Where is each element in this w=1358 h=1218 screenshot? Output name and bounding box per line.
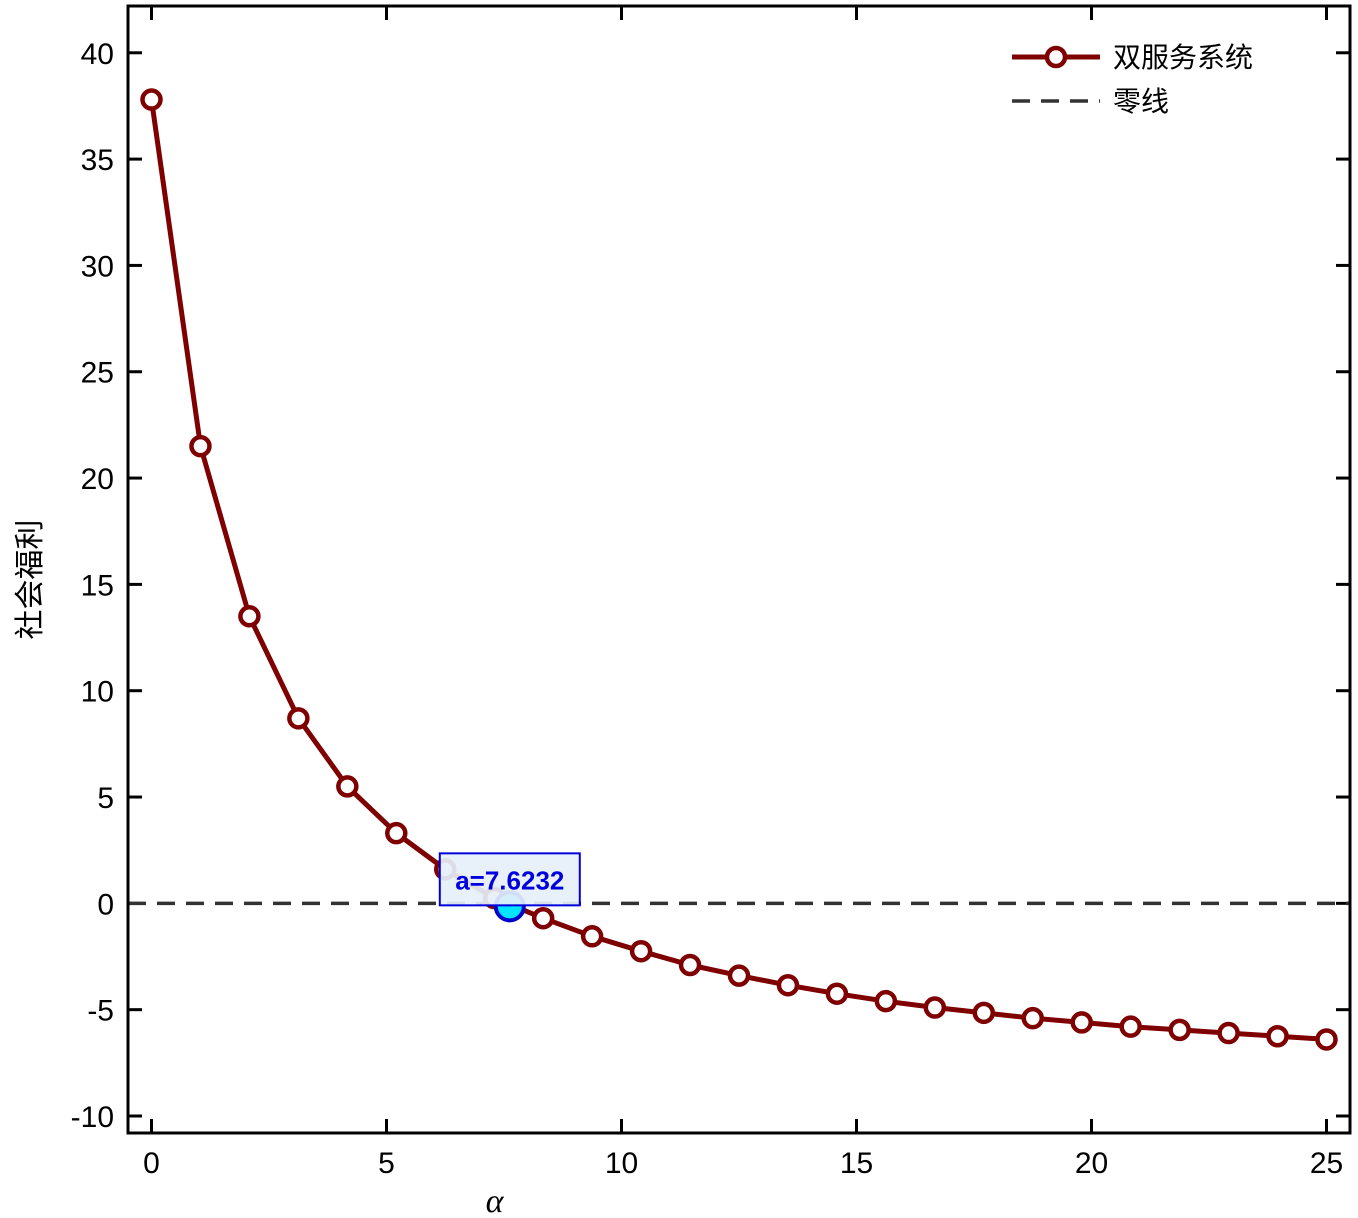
y-tick-label: 5 [97, 782, 114, 815]
y-tick-label: 20 [81, 463, 114, 496]
x-tick-label: 15 [840, 1147, 873, 1180]
data-point [972, 1001, 996, 1025]
data-point [189, 434, 212, 458]
data-point [531, 906, 555, 930]
data-point [580, 925, 604, 948]
data-point [1266, 1024, 1289, 1048]
y-tick-label: 35 [81, 144, 114, 177]
x-tick-label: 10 [605, 1147, 638, 1180]
x-tick-label: 20 [1075, 1147, 1108, 1180]
data-point [776, 973, 800, 997]
y-axis-label: 社会福利 [13, 520, 48, 640]
y-tick-label: -10 [71, 1101, 114, 1134]
y-tick-label: 25 [81, 357, 114, 390]
plot-frame [126, 4, 1352, 1135]
y-tick-label: 10 [81, 676, 114, 709]
data-point [140, 88, 163, 111]
x-tick-label: 5 [378, 1147, 395, 1180]
data-point [1070, 1011, 1093, 1034]
data-point [727, 964, 751, 987]
x-axis-ticks: 0 5 10 15 20 25 [143, 6, 1343, 1180]
data-point [385, 821, 408, 845]
data-point [1315, 1028, 1338, 1051]
data-point [629, 939, 653, 963]
y-tick-label: 0 [97, 888, 114, 921]
data-point [238, 605, 261, 628]
y-tick-label: 30 [81, 250, 114, 283]
x-tick-label: 0 [143, 1147, 160, 1180]
annotation-label: a=7.6232 [455, 865, 564, 895]
y-axis-ticks: -10 -5 0 5 10 15 20 25 30 35 40 [71, 38, 1350, 1134]
data-point [336, 775, 359, 798]
annotation-group: a=7.6232 [438, 852, 581, 923]
y-tick-label: 40 [81, 38, 114, 71]
legend-label-zero: 零线 [1113, 85, 1169, 118]
data-point [1168, 1018, 1191, 1042]
data-point [874, 989, 898, 1013]
data-point [678, 953, 702, 977]
y-tick-label: 15 [81, 569, 114, 602]
data-point [1021, 1006, 1044, 1030]
data-point [1217, 1021, 1240, 1045]
x-tick-label: 25 [1310, 1147, 1343, 1180]
x-axis-label: α [486, 1183, 505, 1218]
legend-marker-dual-service [1044, 45, 1068, 69]
data-point [1119, 1015, 1142, 1038]
annotation-box [438, 852, 581, 907]
y-tick-label: -5 [87, 995, 114, 1028]
data-point [825, 982, 849, 1005]
data-point [287, 707, 310, 730]
data-point [923, 996, 947, 1019]
legend-label-dual-service: 双服务系统 [1113, 41, 1253, 74]
